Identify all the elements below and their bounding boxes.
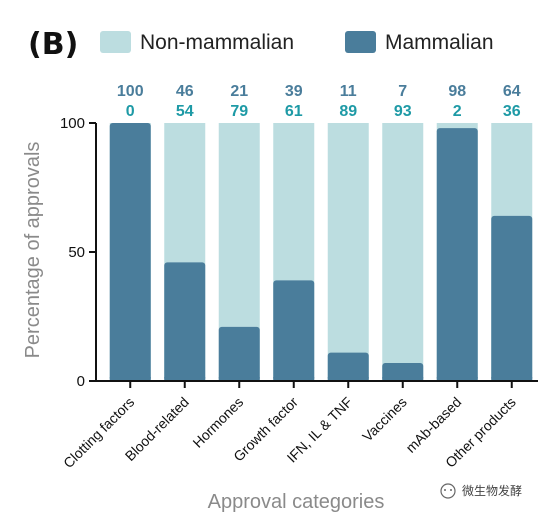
top-label-mammalian: 39 (285, 83, 303, 100)
bar-mammalian-base-growth-factor (273, 377, 315, 381)
legend: Non-mammalian Mammalian (100, 31, 494, 54)
y-tick-label: 0 (77, 373, 85, 390)
panel-label: (B) (28, 27, 78, 62)
top-label-non-mammalian: 93 (394, 103, 412, 120)
top-label-mammalian: 7 (398, 83, 407, 100)
bar-mammalian-base-other-products (491, 377, 533, 381)
bar-mammalian-base-vaccines (382, 377, 424, 381)
top-label-mammalian: 98 (448, 83, 466, 100)
x-tick-label: Vaccines (359, 394, 410, 445)
bar-mammalian-base-mab-based (436, 377, 478, 381)
wechat-icon-eye-right (450, 489, 452, 491)
top-label-mammalian: 100 (117, 83, 144, 100)
y-ticks: 0 50 100 (60, 115, 96, 390)
bar-mammalian-clotting-factors (109, 123, 151, 381)
bar-mammalian-blood-related (164, 262, 206, 381)
y-axis-title: Percentage of approvals (22, 142, 44, 359)
bar-mammalian-other-products (491, 215, 533, 381)
bar-mammalian-base-blood-related (164, 377, 206, 381)
x-tick-label: Clotting factors (60, 394, 137, 471)
top-label-mammalian: 11 (340, 83, 357, 100)
x-axis-title: Approval categories (208, 491, 385, 513)
top-label-non-mammalian: 2 (453, 103, 462, 120)
top-label-non-mammalian: 89 (339, 103, 357, 120)
top-label-non-mammalian: 36 (503, 103, 521, 120)
top-label-mammalian: 64 (503, 83, 521, 100)
top-label-non-mammalian: 79 (230, 103, 248, 120)
bar-mammalian-vaccines (382, 362, 424, 381)
top-label-mammalian: 21 (230, 83, 248, 100)
top-number-labels: 100 46 21 39 11 7 98 64 0 54 79 61 89 93 2 36 (117, 83, 521, 120)
legend-label-mammalian: Mammalian (385, 31, 494, 54)
bar-non-mammalian-vaccines (382, 123, 424, 381)
y-tick-label: 100 (60, 115, 85, 132)
legend-swatch-non-mammalian (100, 31, 131, 53)
bars (109, 123, 533, 381)
y-tick-label: 50 (68, 244, 85, 261)
watermark: 微生物发酵 (440, 483, 522, 499)
wechat-icon-eye-left (444, 489, 446, 491)
bar-mammalian-hormones (218, 326, 260, 381)
x-tick-label: Hormones (189, 394, 246, 451)
bar-mammalian-growth-factor (273, 280, 315, 381)
watermark-text: 微生物发酵 (462, 483, 522, 498)
top-label-non-mammalian: 0 (126, 103, 135, 120)
top-label-non-mammalian: 61 (285, 103, 303, 120)
bar-mammalian-mab-based (436, 128, 478, 381)
bar-mammalian-ifn-il-tnf (327, 352, 369, 381)
legend-swatch-mammalian (345, 31, 376, 53)
wechat-icon (440, 483, 456, 499)
legend-label-non-mammalian: Non-mammalian (140, 31, 294, 54)
bar-mammalian-base-clotting-factors (109, 377, 151, 381)
bar-mammalian-base-hormones (218, 377, 260, 381)
top-label-mammalian: 46 (176, 83, 194, 100)
top-label-non-mammalian: 54 (176, 103, 194, 120)
x-ticks: Clotting factorsBlood-relatedHormonesGro… (60, 381, 519, 471)
bar-mammalian-base-ifn-il-tnf (327, 377, 369, 381)
bar-non-mammalian-ifn-il-tnf (327, 123, 369, 381)
